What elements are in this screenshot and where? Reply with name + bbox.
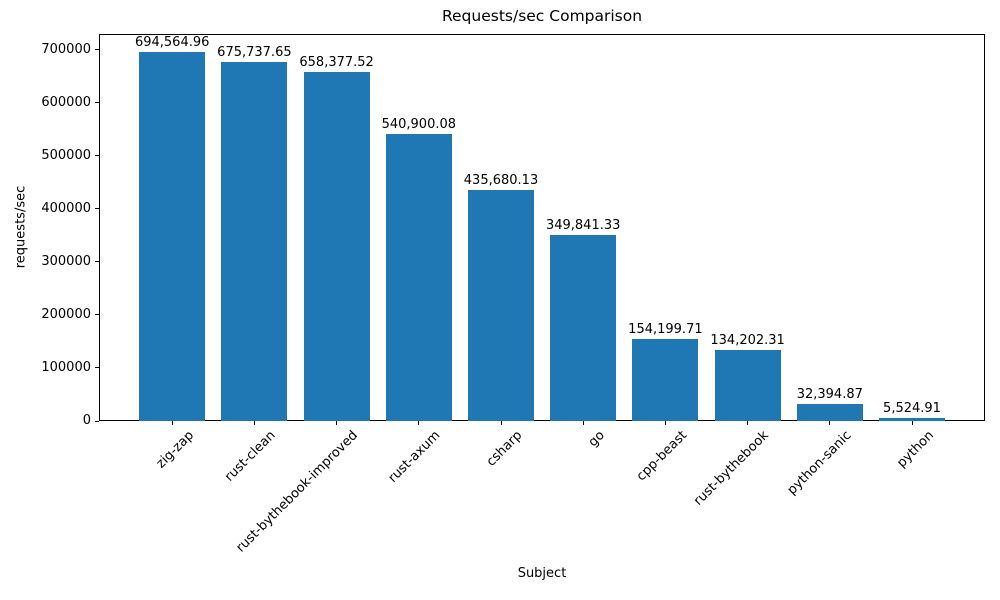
x-tick-mark [829,421,831,425]
x-tick-label-zig-zap: zig-zap [153,428,197,472]
x-tick-label-go: go [585,428,608,451]
y-tick-mark [95,367,99,369]
bar-value-label-rust-bythebook-improved: 658,377.52 [299,54,374,70]
x-tick-mark [664,421,666,425]
bar-rust-clean [221,62,288,421]
y-tick-mark [95,420,99,422]
bar-zig-zap [139,52,206,421]
y-tick-label: 100000 [41,359,91,375]
x-tick-label-cpp-beast: cpp-beast [633,428,691,485]
bar-cpp-beast [632,339,699,421]
y-tick-mark [95,155,99,157]
y-tick-label: 700000 [41,41,91,57]
bar-value-label-zig-zap: 694,564.96 [134,35,210,51]
bar-value-label-python-sanic: 32,394.87 [796,386,863,402]
y-tick-label: 400000 [41,200,91,216]
y-tick-label: 600000 [41,94,91,110]
y-tick-label: 300000 [41,253,91,269]
x-tick-label-csharp: csharp [484,428,526,470]
bar-value-label-csharp: 435,680.13 [463,172,539,188]
x-tick-label-python-sanic: python-sanic [784,428,855,498]
bar-value-label-cpp-beast: 154,199.71 [628,322,703,338]
y-tick-mark [95,49,99,51]
bar-value-label-go: 349,841.33 [545,218,621,234]
x-tick-mark [582,421,584,425]
bar-python [879,418,945,421]
x-tick-label-python: python [893,428,937,471]
y-tick-label: 500000 [41,147,91,163]
y-tick-mark [95,261,99,263]
y-tick-label: 0 [82,413,91,428]
x-tick-mark [336,421,338,425]
y-tick-mark [95,102,99,104]
x-tick-mark [418,421,420,425]
y-tick-mark [95,208,99,210]
bar-value-label-rust-axum: 540,900.08 [381,116,457,132]
x-tick-mark [171,421,173,425]
bar-python-sanic [796,403,863,421]
y-tick-label: 200000 [41,306,91,322]
y-tick-mark [95,314,99,316]
x-tick-label-rust-clean: rust-clean [222,428,280,485]
bar-go [550,235,617,421]
chart-title: Requests/sec Comparison [441,7,643,25]
bar-value-label-rust-bythebook: 134,202.31 [710,332,785,348]
bar-csharp [468,189,534,421]
bar-rust-axum [385,133,452,421]
x-tick-label-rust-axum: rust-axum [385,428,444,486]
bar-value-label-rust-clean: 675,737.65 [217,45,292,61]
x-tick-mark [911,421,913,425]
bar-rust-bythebook [714,349,781,421]
bar-value-label-python: 5,524.91 [883,401,941,417]
bar-rust-bythebook-improved [303,71,370,421]
x-axis-label: Subject [517,566,567,581]
x-tick-mark [253,421,255,425]
x-tick-label-rust-bythebook: rust-bythebook [691,428,773,509]
x-tick-mark [500,421,502,425]
x-tick-mark [747,421,749,425]
